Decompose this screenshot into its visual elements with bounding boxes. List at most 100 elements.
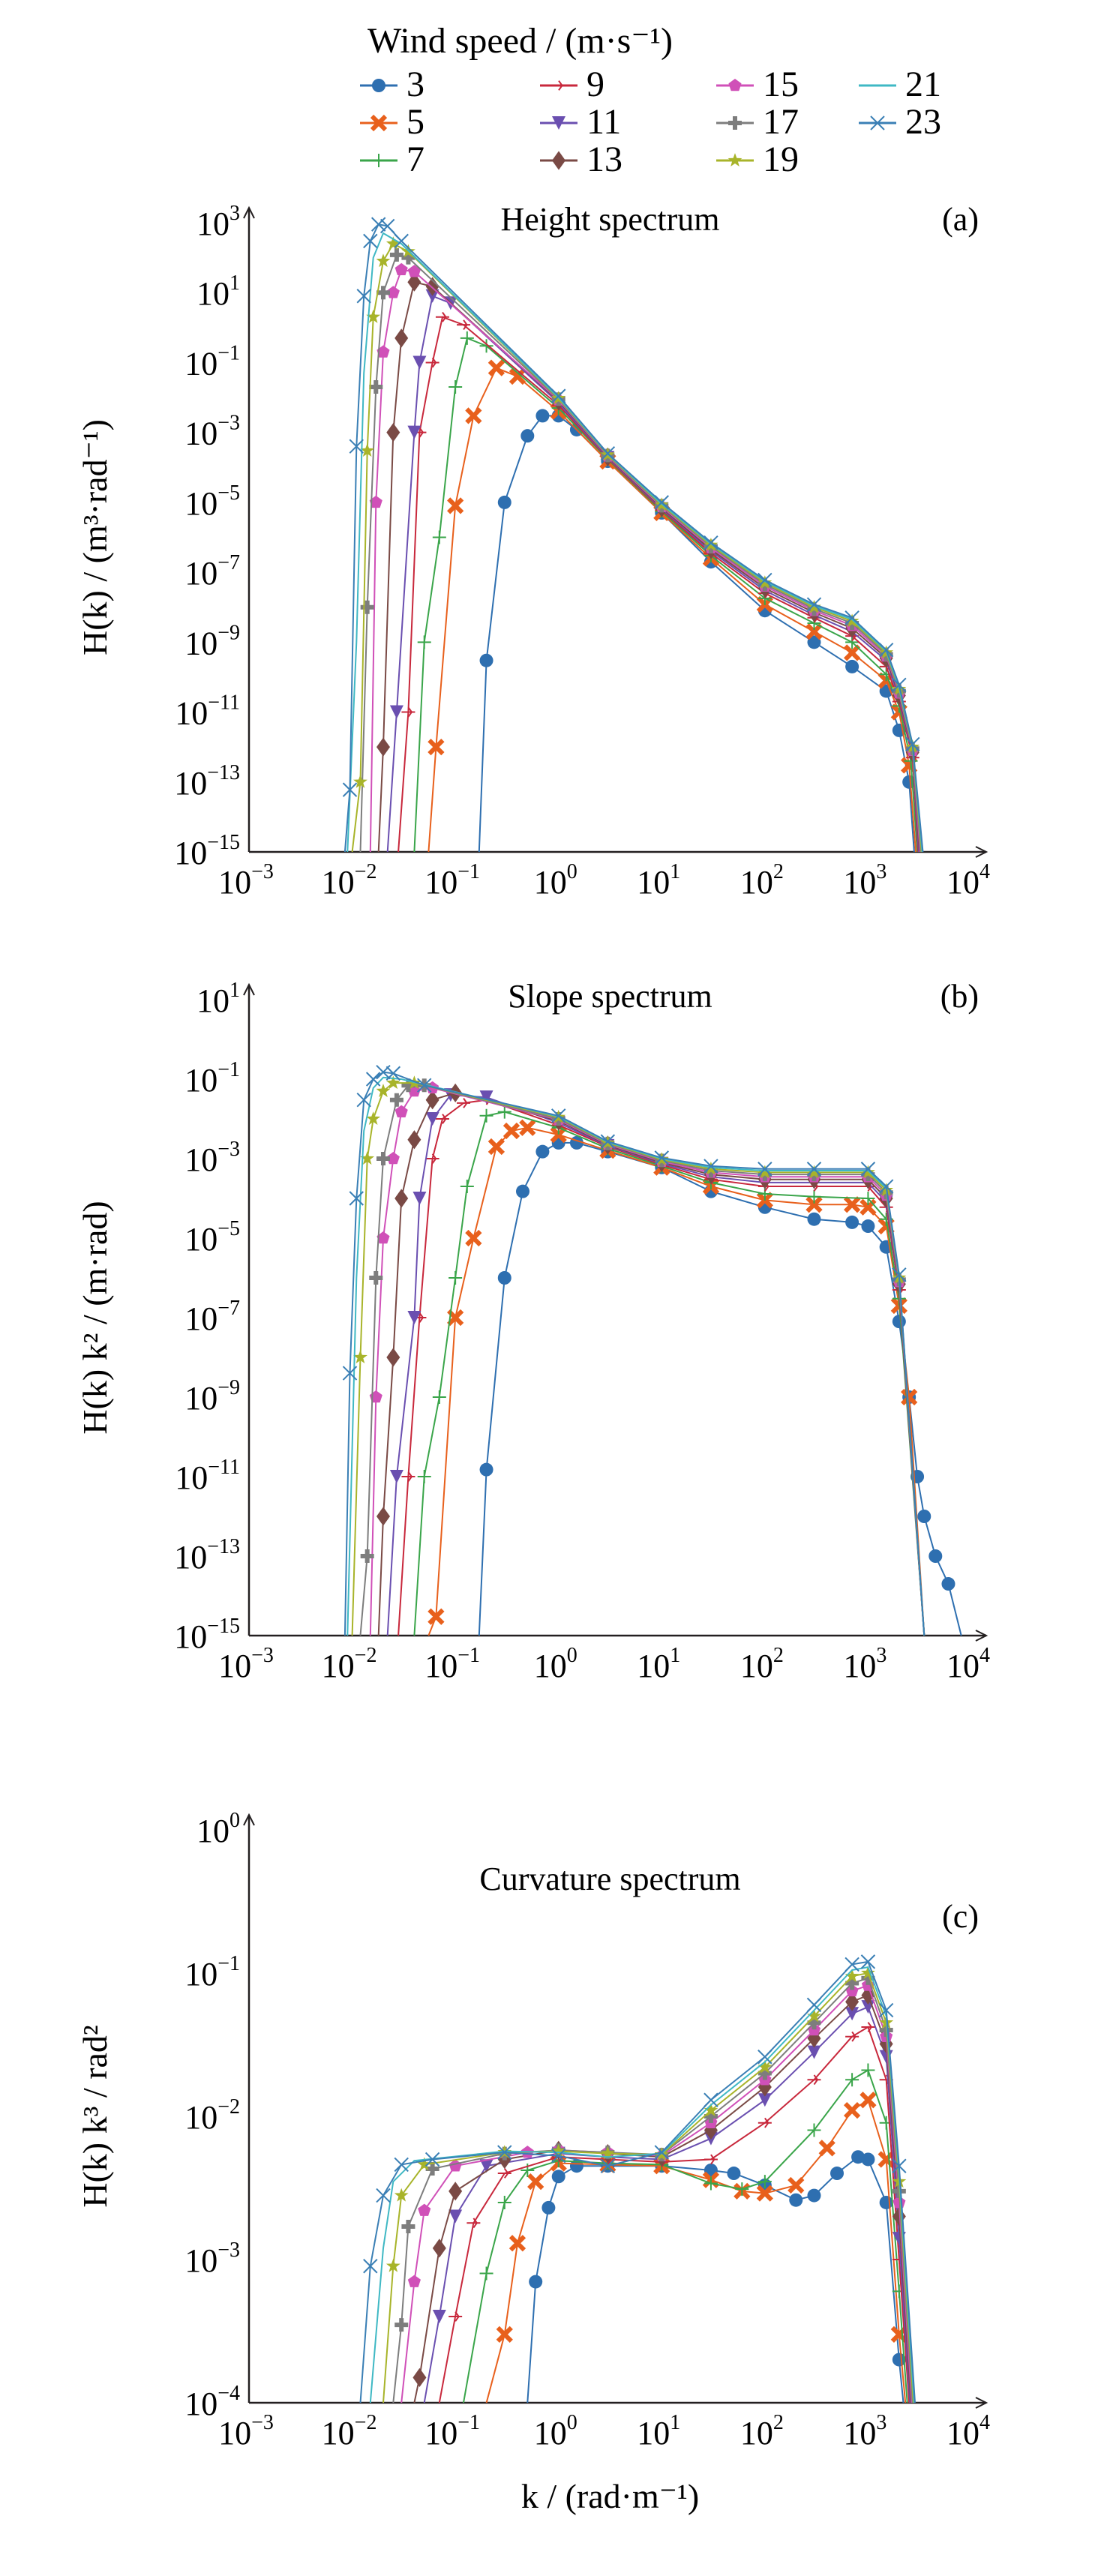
data-point	[394, 1105, 408, 1117]
data-point	[479, 2266, 494, 2281]
y-tick-label: 10−5	[184, 481, 240, 522]
x-tick-label: 102	[740, 2411, 784, 2452]
x-axis-label: k / (rad·m⁻¹)	[521, 2477, 699, 2515]
data-point	[843, 644, 861, 661]
data-point	[497, 2145, 512, 2160]
x-tick-label: 101	[637, 2411, 680, 2452]
x-tick-label: 104	[946, 2411, 990, 2452]
x-tick-label: 10−1	[424, 2411, 480, 2452]
series-13	[376, 1083, 926, 1636]
data-point	[843, 1196, 861, 1213]
data-point	[448, 2209, 463, 2224]
series-line	[344, 223, 924, 853]
data-point	[394, 2157, 409, 2173]
data-point	[845, 2007, 860, 2021]
x-tick-label: 103	[843, 860, 886, 901]
legend-marker-icon	[552, 151, 566, 170]
data-point	[807, 2188, 821, 2203]
legend-label: 21	[905, 64, 941, 104]
legend-entry-11: 11	[540, 102, 621, 142]
data-point	[369, 1271, 383, 1285]
legend-entry-13: 13	[540, 139, 622, 179]
data-point	[466, 2218, 481, 2229]
data-point	[349, 439, 364, 454]
data-point	[394, 1189, 409, 1208]
data-point	[905, 736, 920, 752]
series-line	[398, 316, 920, 853]
legend-marker-icon	[370, 114, 388, 132]
data-point	[878, 2002, 894, 2018]
series-15	[400, 1978, 913, 2404]
data-point	[735, 2182, 749, 2197]
data-point	[861, 2022, 875, 2032]
series-line	[428, 367, 916, 853]
data-point	[424, 2152, 440, 2167]
data-point	[806, 1997, 822, 2013]
data-point	[432, 530, 446, 544]
series-15	[369, 262, 921, 853]
data-point	[366, 309, 381, 323]
x-tick-label: 10−3	[218, 1644, 274, 1684]
data-point	[394, 233, 409, 249]
data-point	[386, 1075, 400, 1090]
y-tick-label: 10−11	[175, 1456, 240, 1496]
data-point	[407, 1130, 422, 1150]
data-point	[807, 1165, 821, 1179]
series-23	[342, 1064, 926, 1636]
data-point	[807, 635, 821, 649]
data-point	[818, 2140, 836, 2157]
data-point	[892, 2353, 906, 2367]
y-axis-arrow-icon	[243, 1813, 255, 1826]
data-point	[407, 425, 422, 439]
legend-marker-icon	[728, 79, 742, 91]
legend-marker-icon	[372, 154, 386, 167]
x-tick-label: 101	[637, 1644, 680, 1684]
data-point	[376, 1084, 391, 1097]
series-17	[359, 247, 922, 853]
data-point	[363, 2259, 378, 2274]
panel-label: (a)	[942, 201, 979, 238]
data-point	[376, 737, 390, 757]
data-point	[401, 706, 416, 718]
x-axis-arrow-icon	[975, 1630, 988, 1642]
data-point	[756, 2185, 773, 2202]
x-tick-label: 10−1	[424, 1644, 480, 1684]
data-point	[600, 2158, 616, 2173]
data-point	[376, 1231, 390, 1244]
data-point	[417, 1078, 432, 1093]
data-point	[465, 407, 482, 424]
series-23	[359, 1954, 916, 2404]
y-axis-arrow-icon	[243, 982, 255, 996]
y-axis-label: H(k) k² / (m·rad)	[76, 1201, 114, 1434]
x-tick-label: 100	[534, 2411, 578, 2452]
data-point	[448, 1271, 463, 1285]
data-point	[758, 2117, 772, 2128]
data-point	[654, 495, 669, 510]
series-line	[413, 337, 919, 853]
x-tick-label: 104	[946, 1644, 990, 1684]
legend-title: Wind speed / (m·s⁻¹)	[368, 21, 673, 61]
data-point	[360, 1549, 374, 1563]
data-point	[457, 319, 471, 331]
data-point	[389, 247, 404, 262]
data-point	[551, 1108, 566, 1123]
data-point	[488, 1138, 506, 1156]
panel-label: (c)	[942, 1898, 979, 1935]
data-point	[917, 1510, 932, 1523]
data-point	[520, 429, 535, 443]
series-23	[342, 217, 924, 853]
data-point	[386, 236, 400, 250]
data-point	[569, 2159, 584, 2173]
data-point	[860, 2092, 877, 2109]
data-point	[941, 1577, 956, 1591]
data-point	[479, 2159, 494, 2173]
series-line	[413, 1111, 926, 1636]
data-point	[892, 1315, 906, 1329]
data-point	[425, 1112, 440, 1126]
x-tick-label: 10−3	[218, 2411, 274, 2452]
y-tick-label: 10−11	[175, 691, 240, 732]
data-point	[704, 2176, 718, 2191]
series-9	[438, 2022, 910, 2404]
data-point	[527, 2173, 544, 2191]
legend-label: 19	[763, 139, 799, 179]
